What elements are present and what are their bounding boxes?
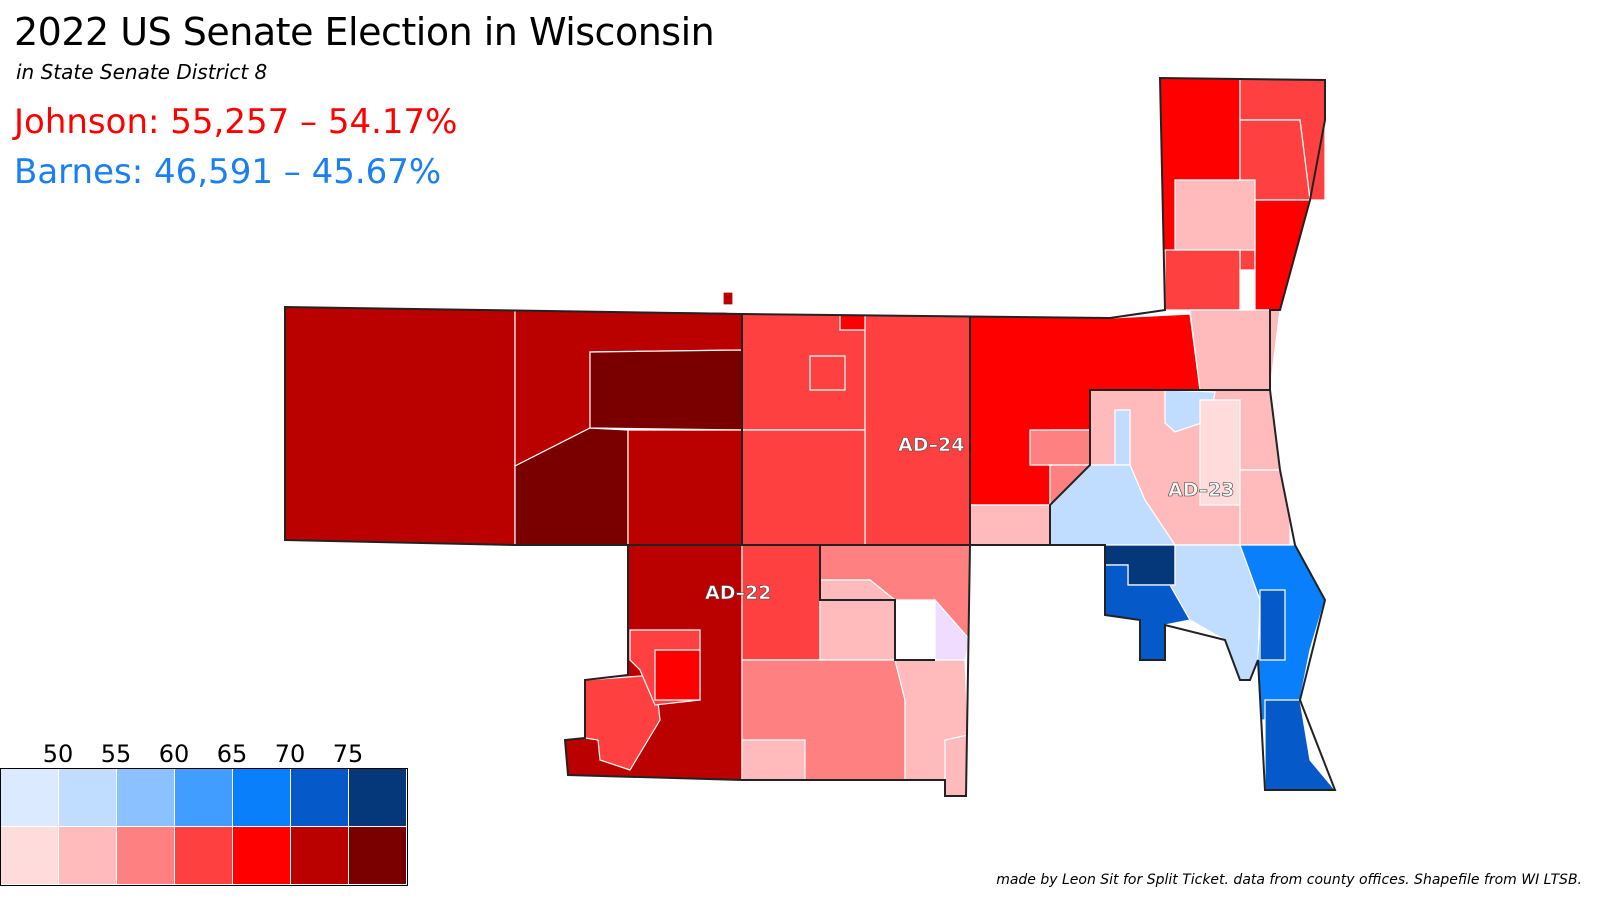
precinct[interactable] (589, 349, 743, 431)
legend-swatches (0, 768, 408, 886)
precinct[interactable] (741, 313, 866, 431)
precinct[interactable] (1239, 469, 1291, 546)
map-subtitle: in State Senate District 8 (16, 60, 268, 84)
precinct[interactable] (864, 313, 971, 546)
dem-legend-swatch (291, 769, 349, 827)
precinct[interactable] (1259, 589, 1286, 661)
dem-legend-swatch (233, 769, 291, 827)
legend-tick: 50 (42, 740, 74, 768)
rep-legend-swatch (291, 827, 349, 885)
rep-legend-swatch (59, 827, 117, 885)
dem-legend-swatch (1, 769, 59, 827)
precinct[interactable] (1264, 699, 1337, 791)
ad23-label: AD–23 (1168, 479, 1234, 501)
rep-legend-swatch (233, 827, 291, 885)
precinct[interactable] (741, 739, 806, 781)
rep-legend-swatch (349, 827, 407, 885)
legend-tick: 75 (332, 740, 364, 768)
ad23-north-region (1159, 77, 1326, 391)
precinct[interactable] (654, 649, 701, 701)
legend-ticks: 50 55 60 65 70 75 (0, 740, 420, 770)
precinct[interactable] (1114, 409, 1131, 466)
precinct[interactable] (1254, 199, 1311, 311)
precinct[interactable] (1174, 179, 1256, 251)
color-legend: 50 55 60 65 70 75 (0, 740, 420, 886)
precinct[interactable] (722, 291, 734, 306)
precinct[interactable] (809, 355, 846, 391)
ad22-label: AD–22 (705, 582, 771, 604)
johnson-result: Johnson: 55,257 – 54.17% (14, 102, 458, 142)
precinct[interactable] (839, 313, 866, 331)
precinct[interactable] (944, 734, 969, 797)
credit-line: made by Leon Sit for Split Ticket. data … (996, 872, 1582, 888)
dem-legend-swatch (175, 769, 233, 827)
district-boundaries (284, 76, 1337, 797)
dem-legend-swatch (59, 769, 117, 827)
western-region (284, 291, 743, 546)
legend-tick: 70 (274, 740, 306, 768)
precinct[interactable] (627, 429, 743, 546)
precinct[interactable] (819, 579, 896, 661)
map-title: 2022 US Senate Election in Wisconsin (14, 10, 715, 54)
precinct[interactable] (969, 504, 1051, 546)
ad22-region (564, 544, 971, 797)
ad24-region (741, 313, 971, 546)
precinct[interactable] (1164, 249, 1241, 311)
rep-legend-swatch (117, 827, 175, 885)
dem-legend-swatch (117, 769, 175, 827)
precinct[interactable] (741, 429, 866, 546)
precinct[interactable] (1189, 309, 1281, 391)
rep-legend-swatch (175, 827, 233, 885)
barnes-result: Barnes: 46,591 – 45.67% (14, 152, 442, 192)
legend-tick: 60 (158, 740, 190, 768)
southeast-region (1104, 544, 1337, 791)
precinct[interactable] (1029, 429, 1091, 466)
rep-legend-swatch (1, 827, 59, 885)
precinct[interactable] (284, 306, 516, 546)
dem-legend-swatch (349, 769, 407, 827)
ad24-label: AD–24 (898, 434, 964, 456)
legend-tick: 55 (100, 740, 132, 768)
ad23-south-region (1049, 389, 1291, 546)
legend-tick: 65 (216, 740, 248, 768)
